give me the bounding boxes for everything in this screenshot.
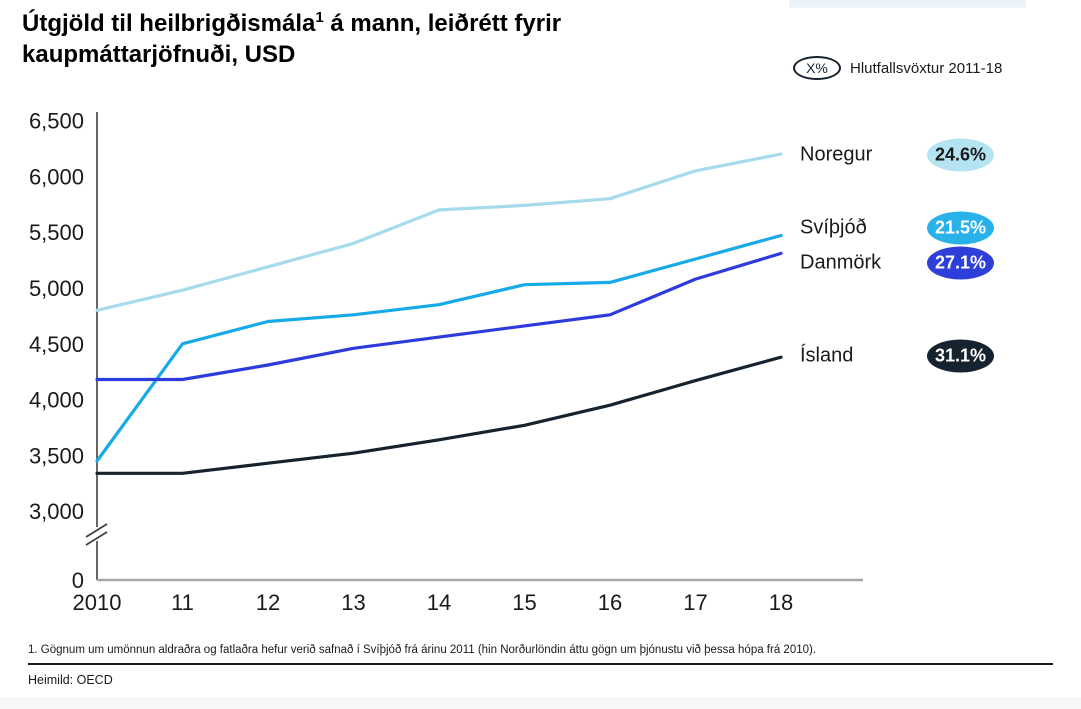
- x-tick-label: 12: [256, 590, 280, 615]
- axis-break-mark: [85, 531, 108, 546]
- growth-badge-noregur: 24.6%: [927, 138, 994, 172]
- x-tick-label: 16: [598, 590, 622, 615]
- y-tick-label: 4,000: [29, 388, 84, 413]
- y-tick-label: 6,500: [29, 109, 84, 134]
- series-label-noregur: Noregur: [800, 143, 873, 166]
- chart-title-rest: á mann, leiðrétt fyrir kaupmáttarjöfnuði…: [22, 10, 562, 68]
- growth-badge-danmörk: 27.1%: [927, 246, 994, 280]
- growth-badge-svíþjóð: 21.5%: [927, 211, 994, 245]
- series-label-ísland: Ísland: [800, 344, 854, 367]
- cropped-header-strip: [789, 0, 1026, 8]
- series-line-ísland: [95, 355, 783, 475]
- y-tick-label: 5,000: [29, 276, 84, 301]
- growth-badge-ísland: 31.1%: [927, 339, 994, 373]
- series-label-svíþjóð: Svíþjóð: [800, 216, 867, 239]
- series-line-danmörk: [95, 251, 783, 382]
- chart-title-text: Útgjöld til heilbrigðismála: [22, 10, 316, 37]
- cropped-footer-strip: [0, 697, 1081, 709]
- x-tick-label: 13: [341, 590, 365, 615]
- series-label-danmörk: Danmörk: [800, 251, 882, 274]
- x-tick-label: 18: [769, 590, 793, 615]
- y-tick-label: 0: [72, 568, 84, 593]
- y-tick-label: 3,500: [29, 443, 84, 468]
- x-tick-label: 17: [683, 590, 707, 615]
- y-tick-label: 3,000: [29, 499, 84, 524]
- series-line-noregur: [95, 152, 783, 312]
- y-tick-label: 6,000: [29, 164, 84, 189]
- x-tick-label: 11: [171, 590, 194, 615]
- growth-legend-symbol: X%: [806, 60, 828, 76]
- chart-title: Útgjöld til heilbrigðismála1 á mann, lei…: [22, 8, 622, 70]
- x-tick-label: 2010: [73, 590, 122, 615]
- x-tick-label: 15: [512, 590, 536, 615]
- footnote-marker: 1: [315, 9, 324, 26]
- series-line-svíþjóð: [95, 233, 783, 463]
- source-label: Heimild: OECD: [28, 673, 113, 687]
- axis-break-gap: [93, 527, 101, 541]
- growth-legend-oval-icon: X%: [793, 56, 841, 80]
- y-tick-label: 5,500: [29, 220, 84, 245]
- growth-legend-label: Hlutfallsvöxtur 2011-18: [850, 60, 1003, 77]
- footnote-divider: [28, 663, 1053, 665]
- y-tick-label: 4,500: [29, 332, 84, 357]
- x-tick-label: 14: [427, 590, 451, 615]
- axis-break-mark: [85, 523, 108, 538]
- footnote: 1. Gögnum um umönnun aldraðra og fatlaðr…: [28, 644, 817, 656]
